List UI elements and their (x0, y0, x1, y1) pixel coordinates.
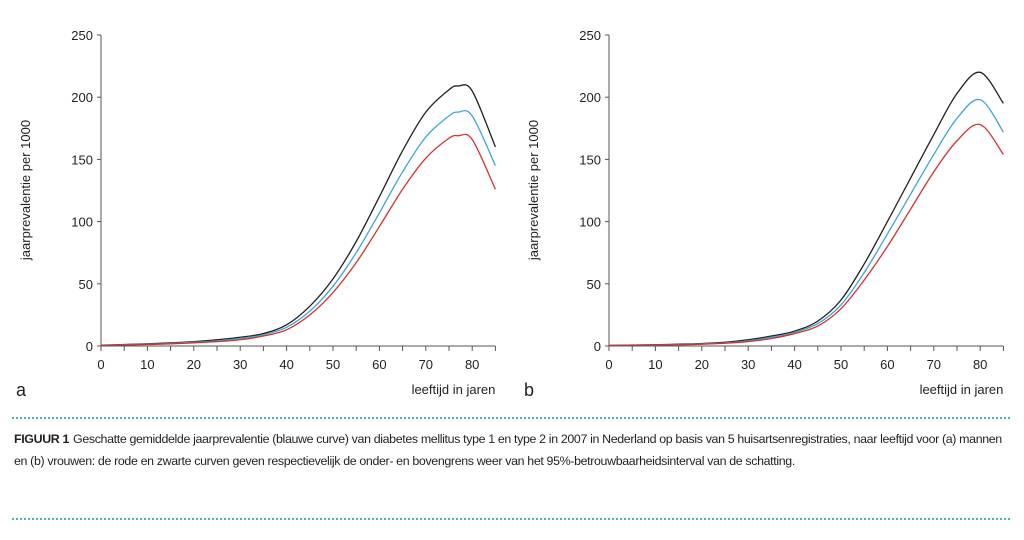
panel-b-y-tick-label: 250 (579, 28, 601, 43)
panel-a-x-tick-label: 80 (465, 357, 479, 372)
panel-a-panel-label: a (16, 380, 27, 400)
panel-a-x-tick-label: 20 (187, 357, 201, 372)
panel-a-y-tick-label: 200 (71, 90, 93, 105)
panel-a-x-tick-label: 40 (279, 357, 293, 372)
panel-b-series-line-ondergrens-95-bi (608, 123, 1004, 347)
panel-a-y-tick-label: 100 (71, 215, 93, 230)
panel-a-series-line-bovengrens-95-bi (100, 84, 497, 346)
panel-a-x-tick-label: 60 (372, 357, 386, 372)
panel-b-x-tick-label: 0 (605, 357, 612, 372)
panel-b-y-tick-label: 0 (594, 339, 601, 354)
caption-label: FIGUUR 1 (14, 432, 70, 446)
figure-caption: FIGUUR 1 Geschatte gemiddelde jaarprevale… (14, 428, 1014, 472)
divider-top (12, 417, 1010, 419)
panel-a-y-tick-label: 50 (79, 277, 93, 292)
panel-a-y-axis-label: jaarprevalentie per 1000 (18, 120, 33, 261)
panel-a-series-line-gemiddelde (100, 110, 496, 347)
panel-a-series-line-ondergrens-95-bi (100, 133, 496, 347)
panel-b-series-line-gemiddelde (608, 98, 1004, 347)
panel-a-y-tick-label: 0 (86, 339, 93, 354)
panel-b-x-tick-label: 70 (927, 357, 941, 372)
panel-a-x-tick-label: 30 (233, 357, 247, 372)
panel-b-y-axis-label: jaarprevalentie per 1000 (526, 120, 541, 261)
panel-b-x-tick-label: 40 (787, 357, 801, 372)
panel-b-panel-label: b (524, 380, 534, 400)
panel-a-x-tick-label: 10 (140, 357, 154, 372)
panel-a-x-axis-label: leeftijd in jaren (412, 382, 496, 397)
panel-b-x-tick-label: 80 (973, 357, 987, 372)
divider-bottom (12, 518, 1010, 520)
panel-a-y-tick-label: 250 (71, 28, 93, 43)
panel-b-y-tick-label: 150 (579, 152, 601, 167)
panel-b-x-tick-label: 20 (695, 357, 709, 372)
panel-b-series-line-bovengrens-95-bi (608, 71, 1004, 347)
panel-b-x-axis-label: leeftijd in jaren (920, 382, 1004, 397)
panel-b-y-tick-label: 100 (579, 215, 601, 230)
panel-a-y-tick-label: 150 (71, 152, 93, 167)
panel-b-y-tick-label: 50 (587, 277, 601, 292)
panel-a-x-tick-label: 0 (97, 357, 104, 372)
panel-a-x-tick-label: 50 (326, 357, 340, 372)
caption-text: Geschatte gemiddelde jaarprevalentie (bl… (14, 432, 1002, 468)
panel-b-x-tick-label: 50 (834, 357, 848, 372)
panel-b-x-tick-label: 30 (741, 357, 755, 372)
panel-a-x-tick-label: 70 (419, 357, 433, 372)
panel-b-x-tick-label: 60 (880, 357, 894, 372)
panel-b-x-tick-label: 10 (648, 357, 662, 372)
panel-b-y-tick-label: 200 (579, 90, 601, 105)
